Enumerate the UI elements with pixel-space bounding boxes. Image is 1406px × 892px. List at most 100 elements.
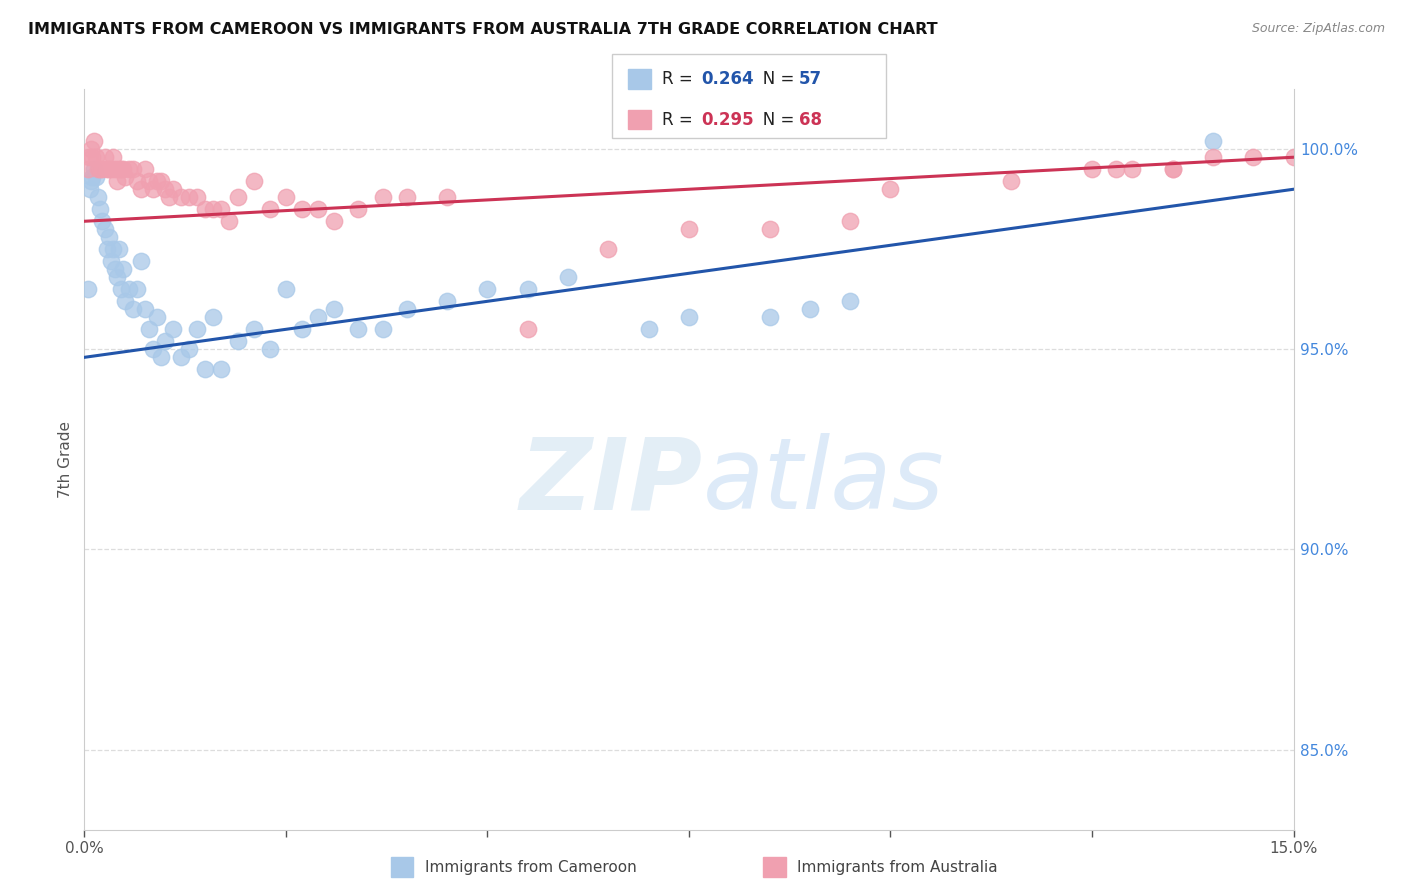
- Point: [307, 310, 329, 325]
- Point: [516, 282, 538, 296]
- Point: [125, 282, 148, 296]
- Point: [879, 182, 901, 196]
- Point: [371, 322, 394, 336]
- Text: Immigrants from Cameroon: Immigrants from Cameroon: [425, 860, 637, 874]
- Point: [157, 190, 180, 204]
- Point: [77, 150, 100, 164]
- Point: [1081, 162, 1104, 177]
- Point: [516, 322, 538, 336]
- Point: [170, 190, 193, 204]
- Point: [170, 351, 193, 365]
- Point: [100, 254, 122, 268]
- Point: [1202, 134, 1225, 148]
- Point: [259, 202, 281, 217]
- Point: [194, 362, 217, 376]
- Point: [1241, 150, 1264, 164]
- Point: [97, 162, 120, 177]
- Point: [89, 202, 111, 217]
- Point: [194, 202, 217, 217]
- Point: [129, 254, 152, 268]
- Point: [96, 242, 118, 256]
- Text: 0.264: 0.264: [702, 70, 754, 88]
- Text: atlas: atlas: [703, 434, 945, 530]
- Point: [259, 343, 281, 357]
- Point: [218, 214, 240, 228]
- Point: [112, 262, 135, 277]
- Text: N =: N =: [747, 70, 799, 88]
- Point: [557, 270, 579, 285]
- Point: [1323, 150, 1346, 164]
- Point: [395, 302, 418, 317]
- Point: [134, 302, 156, 317]
- Point: [86, 150, 108, 164]
- Point: [142, 182, 165, 196]
- Text: N =: N =: [747, 111, 799, 128]
- Point: [1161, 162, 1184, 177]
- Point: [436, 190, 458, 204]
- Text: 57: 57: [799, 70, 821, 88]
- Point: [395, 190, 418, 204]
- Point: [105, 174, 128, 188]
- Point: [114, 294, 136, 309]
- Text: R =: R =: [662, 70, 699, 88]
- Point: [799, 302, 821, 317]
- Point: [226, 190, 249, 204]
- Text: ZIP: ZIP: [520, 434, 703, 530]
- Point: [202, 310, 225, 325]
- Point: [179, 343, 201, 357]
- Point: [80, 142, 103, 156]
- Point: [226, 334, 249, 349]
- Point: [138, 174, 160, 188]
- Point: [104, 162, 127, 177]
- Point: [209, 362, 232, 376]
- Point: [87, 162, 110, 177]
- Point: [1202, 150, 1225, 164]
- Point: [80, 174, 103, 188]
- Point: [637, 322, 659, 336]
- Point: [108, 162, 131, 177]
- Point: [1298, 150, 1320, 164]
- Text: IMMIGRANTS FROM CAMEROON VS IMMIGRANTS FROM AUSTRALIA 7TH GRADE CORRELATION CHAR: IMMIGRANTS FROM CAMEROON VS IMMIGRANTS F…: [28, 22, 938, 37]
- Point: [149, 351, 172, 365]
- Point: [104, 262, 127, 277]
- Point: [839, 294, 862, 309]
- Point: [121, 162, 143, 177]
- Point: [323, 214, 346, 228]
- Point: [112, 162, 135, 177]
- Point: [1339, 150, 1361, 164]
- Point: [758, 222, 780, 236]
- Y-axis label: 7th Grade: 7th Grade: [58, 421, 73, 498]
- Point: [347, 202, 370, 217]
- Point: [839, 214, 862, 228]
- Point: [179, 190, 201, 204]
- Point: [371, 190, 394, 204]
- Point: [82, 170, 104, 185]
- Point: [678, 310, 700, 325]
- Point: [1161, 162, 1184, 177]
- Point: [129, 182, 152, 196]
- Point: [146, 310, 169, 325]
- Point: [291, 322, 314, 336]
- Point: [209, 202, 232, 217]
- Point: [274, 282, 297, 296]
- Point: [89, 162, 111, 177]
- Point: [598, 242, 620, 256]
- Point: [477, 282, 499, 296]
- Point: [118, 162, 141, 177]
- Point: [82, 150, 104, 164]
- Text: Immigrants from Australia: Immigrants from Australia: [797, 860, 998, 874]
- Point: [142, 343, 165, 357]
- Point: [101, 242, 124, 256]
- Point: [86, 170, 108, 185]
- Point: [83, 162, 105, 177]
- Point: [114, 170, 136, 185]
- Point: [242, 322, 264, 336]
- Point: [146, 174, 169, 188]
- Text: 0.295: 0.295: [702, 111, 754, 128]
- Point: [186, 322, 208, 336]
- Point: [110, 282, 132, 296]
- Point: [121, 302, 143, 317]
- Point: [76, 162, 98, 177]
- Point: [77, 282, 100, 296]
- Point: [307, 202, 329, 217]
